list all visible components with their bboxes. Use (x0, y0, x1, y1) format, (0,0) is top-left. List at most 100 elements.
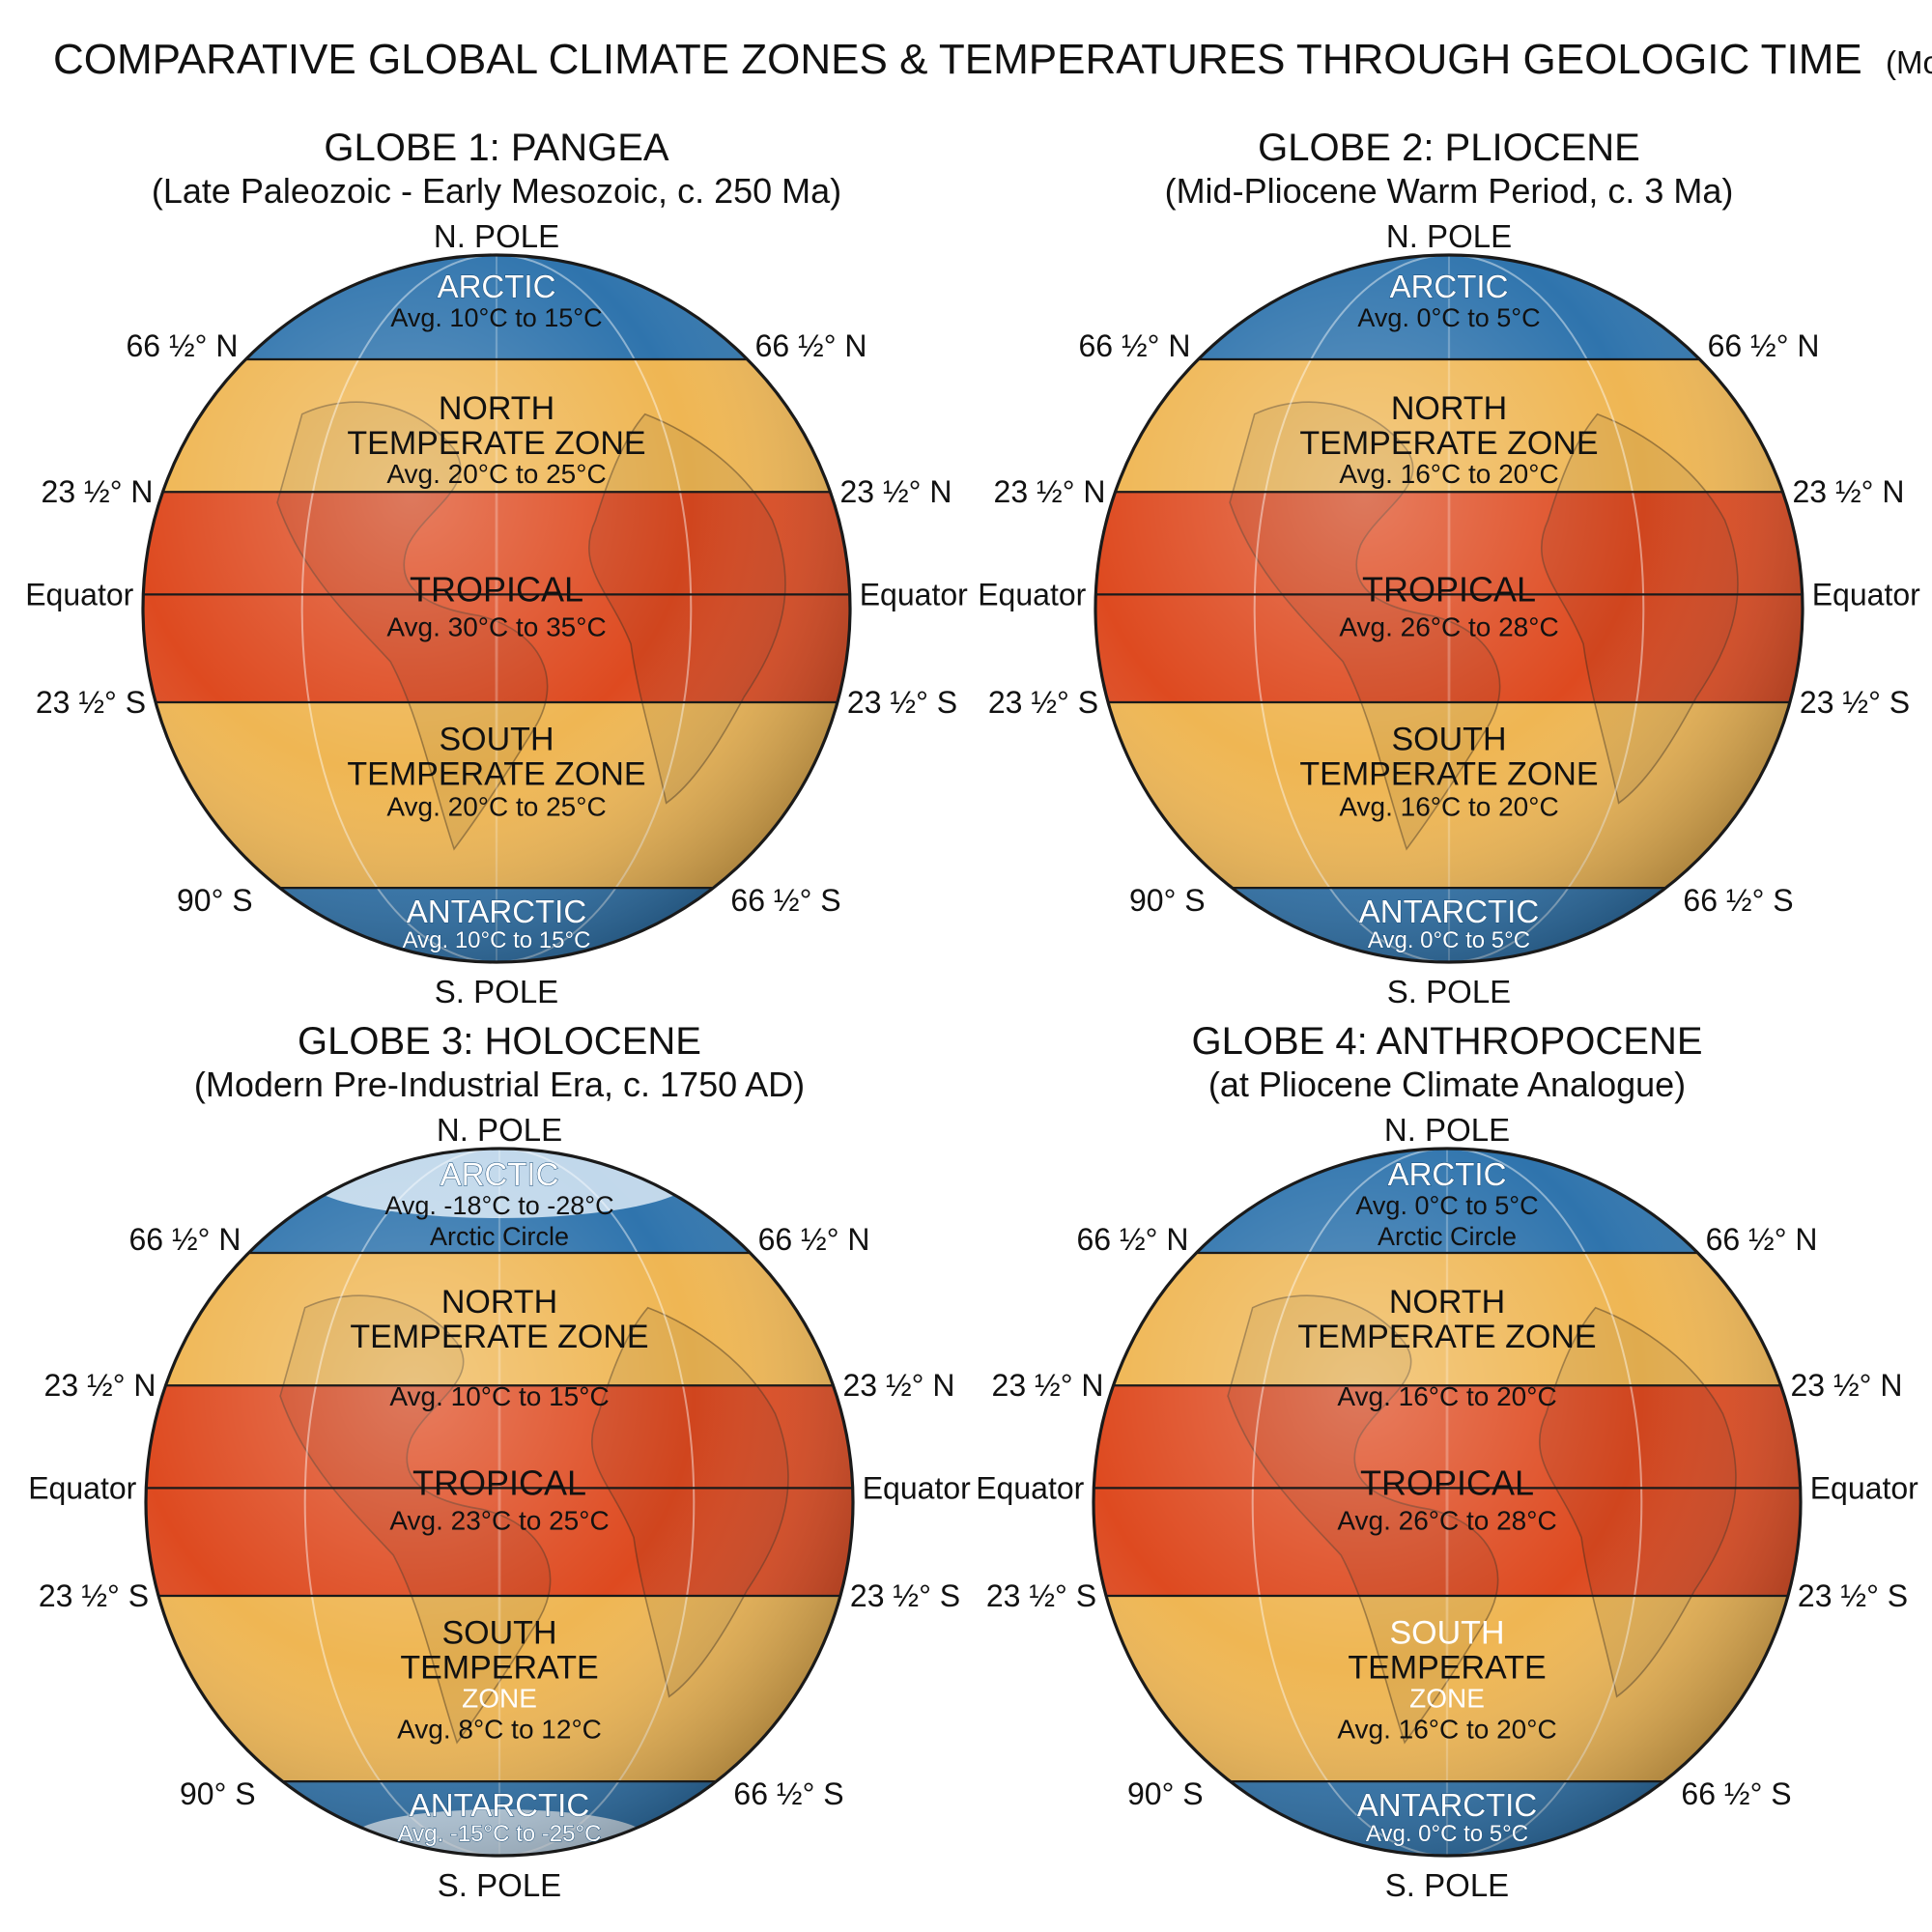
globe-subtitle: (Late Paleozoic - Early Mesozoic, c. 250… (152, 171, 841, 211)
north-temperate-zone-name-1: NORTH (1391, 390, 1507, 427)
arctic-circle-label-left: 66 ½° N (126, 328, 238, 363)
tropical-zone-temp: Avg. 23°C to 25°C (389, 1506, 609, 1536)
antarctic-zone-name: ANTARCTIC (410, 1787, 589, 1823)
antarctic-zone-temp: Avg. 0°C to 5°C (1368, 927, 1530, 953)
south-pole-label: S. POLE (435, 974, 558, 1009)
globe-title: GLOBE 2: PLIOCENE (1258, 127, 1640, 169)
globe-outline (1092, 1147, 1803, 1858)
south-temperate-zone-name-1: SOUTH (440, 721, 554, 757)
globe-title: GLOBE 1: PANGEA (324, 127, 668, 169)
north-temperate-zone-name-2: TEMPERATE ZONE (1299, 425, 1598, 462)
arctic-circle-label-left: 66 ½° N (1076, 1222, 1188, 1257)
arctic-circle-label-left: 66 ½° N (128, 1222, 241, 1257)
north-temperate-zone-name-1: NORTH (441, 1284, 557, 1321)
globe-outline (1094, 253, 1804, 964)
tropic-cancer-label-left: 23 ½° N (994, 474, 1106, 509)
arctic-zone-name: ARCTIC (438, 269, 556, 304)
tropic-capricorn-label-left: 23 ½° S (988, 685, 1098, 720)
north-temperate-zone-temp: Avg. 10°C to 15°C (389, 1381, 609, 1411)
globe-3: GLOBE 3: HOLOCENE(Modern Pre-Industrial … (28, 1020, 971, 1903)
arctic-zone-temp: Avg. 10°C to 15°C (390, 303, 602, 332)
tropic-cancer-label-right: 23 ½° N (1792, 474, 1904, 509)
globe-subtitle: (Mid-Pliocene Warm Period, c. 3 Ma) (1165, 171, 1734, 211)
south-temperate-zone-name-1: SOUTH (1390, 1614, 1505, 1651)
globe-outline (144, 1147, 855, 1858)
arctic-zone-extra: Arctic Circle (1378, 1222, 1517, 1251)
tropic-capricorn-label-right: 23 ½° S (850, 1578, 960, 1613)
equator-label-left: Equator (978, 577, 1086, 611)
tropic-cancer-label-left: 23 ½° N (992, 1368, 1104, 1403)
north-pole-label: N. POLE (1384, 1112, 1510, 1148)
tropical-zone-name: TROPICAL (410, 570, 583, 610)
globe-2: GLOBE 2: PLIOCENE(Mid-Pliocene Warm Peri… (978, 127, 1920, 1009)
south-temperate-zone-name-1: SOUTH (442, 1614, 557, 1651)
arctic-circle-label-right: 66 ½° N (1708, 328, 1820, 363)
north-pole-label: N. POLE (1386, 218, 1512, 254)
north-temperate-zone-name-2: TEMPERATE ZONE (350, 1319, 648, 1355)
antarctic-zone-name: ANTARCTIC (1359, 894, 1539, 929)
globe-title: GLOBE 3: HOLOCENE (298, 1020, 701, 1063)
globe-bands (1094, 1149, 1801, 1856)
antarctic-zone-temp: Avg. -15°C to -25°C (398, 1821, 602, 1847)
south-90-label: 90° S (180, 1776, 256, 1811)
globe-subtitle: (at Pliocene Climate Analogue) (1208, 1065, 1686, 1104)
arctic-zone-temp: Avg. 0°C to 5°C (1357, 303, 1540, 332)
south-temperate-zone-name-3: ZONE (462, 1683, 537, 1713)
tropic-capricorn-label-right: 23 ½° S (847, 685, 957, 720)
south-temperate-zone-name-2: TEMPERATE (1348, 1649, 1546, 1686)
figure-title: COMPARATIVE GLOBAL CLIMATE ZONES & TEMPE… (53, 36, 1932, 83)
globe-shading (1095, 255, 1803, 962)
arctic-circle-label-right: 66 ½° N (758, 1222, 870, 1257)
antarctic-zone-name: ANTARCTIC (407, 894, 586, 929)
tropic-cancer-label-left: 23 ½° N (42, 474, 154, 509)
north-temperate-zone-name-1: NORTH (1389, 1284, 1505, 1321)
arctic-zone-temp: Avg. 0°C to 5°C (1355, 1191, 1538, 1220)
north-temperate-zone-name-2: TEMPERATE ZONE (1297, 1319, 1596, 1355)
tropical-zone-temp: Avg. 26°C to 28°C (1339, 612, 1558, 642)
north-temperate-zone-temp: Avg. 20°C to 25°C (386, 459, 606, 489)
arctic-circle-label-left: 66 ½° N (1078, 328, 1190, 363)
globe-outline (141, 253, 852, 964)
south-temperate-zone-name-2: TEMPERATE ZONE (347, 755, 645, 792)
antarctic-circle-label: 66 ½° S (733, 1776, 843, 1811)
arctic-zone-name: ARCTIC (440, 1156, 559, 1192)
arctic-zone-extra: Arctic Circle (430, 1222, 569, 1251)
south-pole-label: S. POLE (438, 1867, 561, 1903)
south-pole-label: S. POLE (1385, 1867, 1509, 1903)
tropic-cancer-label-right: 23 ½° N (839, 474, 952, 509)
globe-subtitle: (Modern Pre-Industrial Era, c. 1750 AD) (194, 1065, 805, 1104)
antarctic-circle-label: 66 ½° S (1681, 1776, 1791, 1811)
south-pole-label: S. POLE (1387, 974, 1511, 1009)
antarctic-circle-label: 66 ½° S (1683, 883, 1793, 918)
globe-4: GLOBE 4: ANTHROPOCENE(at Pliocene Climat… (976, 1020, 1918, 1903)
figure-title-note: (Model Estimates) (1886, 44, 1932, 80)
north-pole-label: N. POLE (437, 1112, 562, 1148)
arctic-zone-name: ARCTIC (1388, 1156, 1507, 1192)
equator-label-right: Equator (1810, 1470, 1918, 1505)
tropic-capricorn-label-left: 23 ½° S (36, 685, 146, 720)
north-pole-label: N. POLE (434, 218, 559, 254)
tropical-zone-name: TROPICAL (1360, 1463, 1534, 1503)
antarctic-zone-temp: Avg. 0°C to 5°C (1366, 1821, 1528, 1847)
tropic-cancer-label-left: 23 ½° N (44, 1368, 156, 1403)
south-90-label: 90° S (1129, 883, 1206, 918)
south-temperate-zone-name-3: ZONE (1409, 1683, 1485, 1713)
arctic-circle-label-right: 66 ½° N (755, 328, 867, 363)
north-temperate-zone-name-1: NORTH (439, 390, 554, 427)
tropical-zone-temp: Avg. 26°C to 28°C (1337, 1506, 1556, 1536)
equator-label-right: Equator (863, 1470, 971, 1505)
figure-title-main: COMPARATIVE GLOBAL CLIMATE ZONES & TEMPE… (53, 36, 1862, 83)
tropic-capricorn-label-right: 23 ½° S (1800, 685, 1910, 720)
tropic-cancer-label-right: 23 ½° N (842, 1368, 954, 1403)
south-90-label: 90° S (1127, 1776, 1204, 1811)
north-temperate-zone-temp: Avg. 16°C to 20°C (1337, 1381, 1556, 1411)
tropic-capricorn-label-left: 23 ½° S (39, 1578, 149, 1613)
globe-shading (143, 255, 850, 962)
equator-label-right: Equator (860, 577, 968, 611)
south-temperate-zone-temp: Avg. 16°C to 20°C (1339, 791, 1558, 821)
arctic-zone-name: ARCTIC (1390, 269, 1509, 304)
south-temperate-zone-temp: Avg. 16°C to 20°C (1337, 1714, 1556, 1744)
tropical-zone-name: TROPICAL (412, 1463, 586, 1503)
